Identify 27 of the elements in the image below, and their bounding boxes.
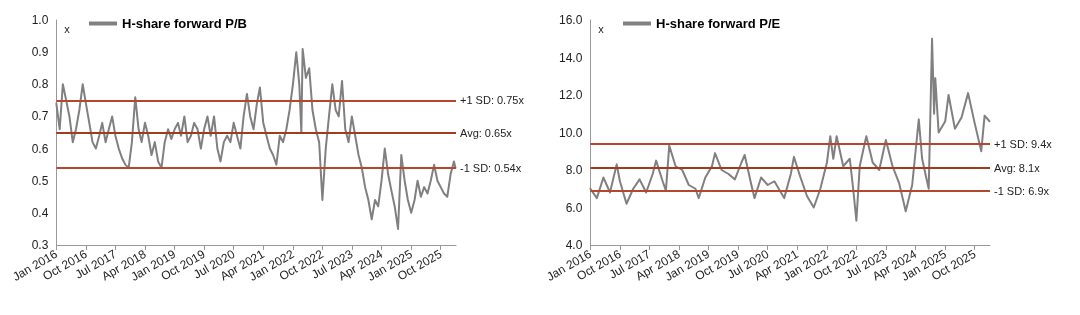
y-tick-label: 16.0	[559, 13, 583, 27]
ref-line-label: Avg: 8.1x	[994, 162, 1041, 175]
y-tick-label: 0.6	[31, 141, 49, 156]
y-axis-title: x	[64, 22, 71, 35]
y-tick-label: 10.0	[559, 125, 583, 140]
y-tick-label: 14.0	[559, 50, 583, 65]
ref-line-label: +1 SD: 9.4x	[994, 137, 1053, 150]
ref-line-label: -1 SD: 0.54x	[460, 161, 522, 174]
y-tick-label: 4.0	[565, 238, 583, 252]
legend-label: H-share forward P/E	[656, 16, 781, 31]
line-series	[589, 37, 991, 222]
line-series	[55, 47, 457, 230]
y-tick-label: 1.0	[31, 13, 49, 27]
y-tick-label: 0.4	[31, 205, 49, 220]
y-tick-label: 0.8	[31, 77, 49, 92]
y-axis-title: x	[598, 22, 605, 35]
legend-label: H-share forward P/B	[122, 16, 247, 31]
ref-line-label: -1 SD: 6.9x	[994, 184, 1050, 197]
y-tick-label: 0.5	[31, 173, 49, 188]
ref-line-label: Avg: 0.65x	[460, 126, 513, 139]
y-tick-label: 0.3	[31, 238, 49, 252]
ref-line-label: +1 SD: 0.75x	[460, 94, 525, 107]
y-tick-label: 6.0	[565, 200, 583, 215]
y-tick-label: 8.0	[565, 163, 583, 177]
y-tick-label: 0.9	[31, 45, 49, 60]
y-tick-label: 12.0	[559, 88, 583, 102]
y-tick-label: 0.7	[31, 109, 49, 124]
